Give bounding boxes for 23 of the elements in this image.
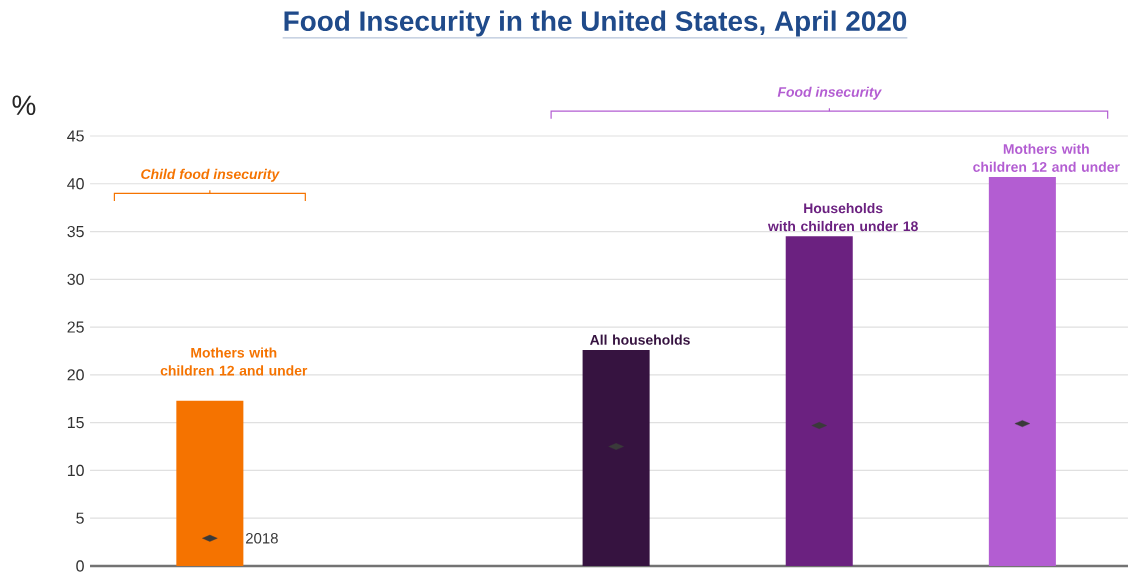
x-tick-label: Mothers with children 12 and under [973,143,1120,172]
y-tick-label: 45 [67,130,84,142]
bar [988,177,1056,566]
series-label: 2018 [246,532,278,544]
x-tick-label: All households [589,334,690,345]
y-axis-title: % [12,95,36,116]
x-tick-label: Mothers with children 12 and under [160,347,308,376]
y-tick-label: 25 [67,321,84,333]
bar [785,236,853,566]
y-tick-label: 35 [67,225,84,238]
y-tick-label: 5 [76,512,84,524]
y-tick-label: 40 [67,178,84,190]
y-tick-label: 30 [67,273,84,285]
x-tick-label: Households with children under 18 [767,202,918,232]
y-tick-label: 0 [76,560,84,572]
text: Food insecurity [777,86,882,100]
y-tick-label: 15 [67,417,84,429]
bar [582,350,650,566]
annotation: Child food insecurity [141,168,280,182]
bar [176,400,244,566]
y-tick-label: 20 [67,369,84,381]
y-tick-label: 10 [67,464,84,477]
chart-title: Food Insecurity in the United States, April 2020 [284,10,907,37]
